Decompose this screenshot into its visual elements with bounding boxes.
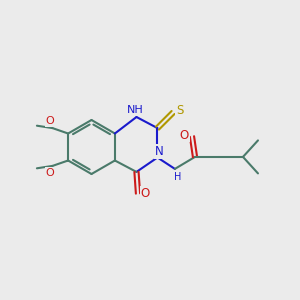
Text: N: N	[154, 145, 164, 158]
Text: H: H	[174, 172, 182, 182]
Text: NH: NH	[127, 105, 143, 116]
Text: O: O	[46, 168, 55, 178]
Text: O: O	[46, 116, 55, 126]
Text: S: S	[176, 103, 183, 117]
Text: O: O	[141, 187, 150, 200]
Text: O: O	[180, 128, 189, 142]
